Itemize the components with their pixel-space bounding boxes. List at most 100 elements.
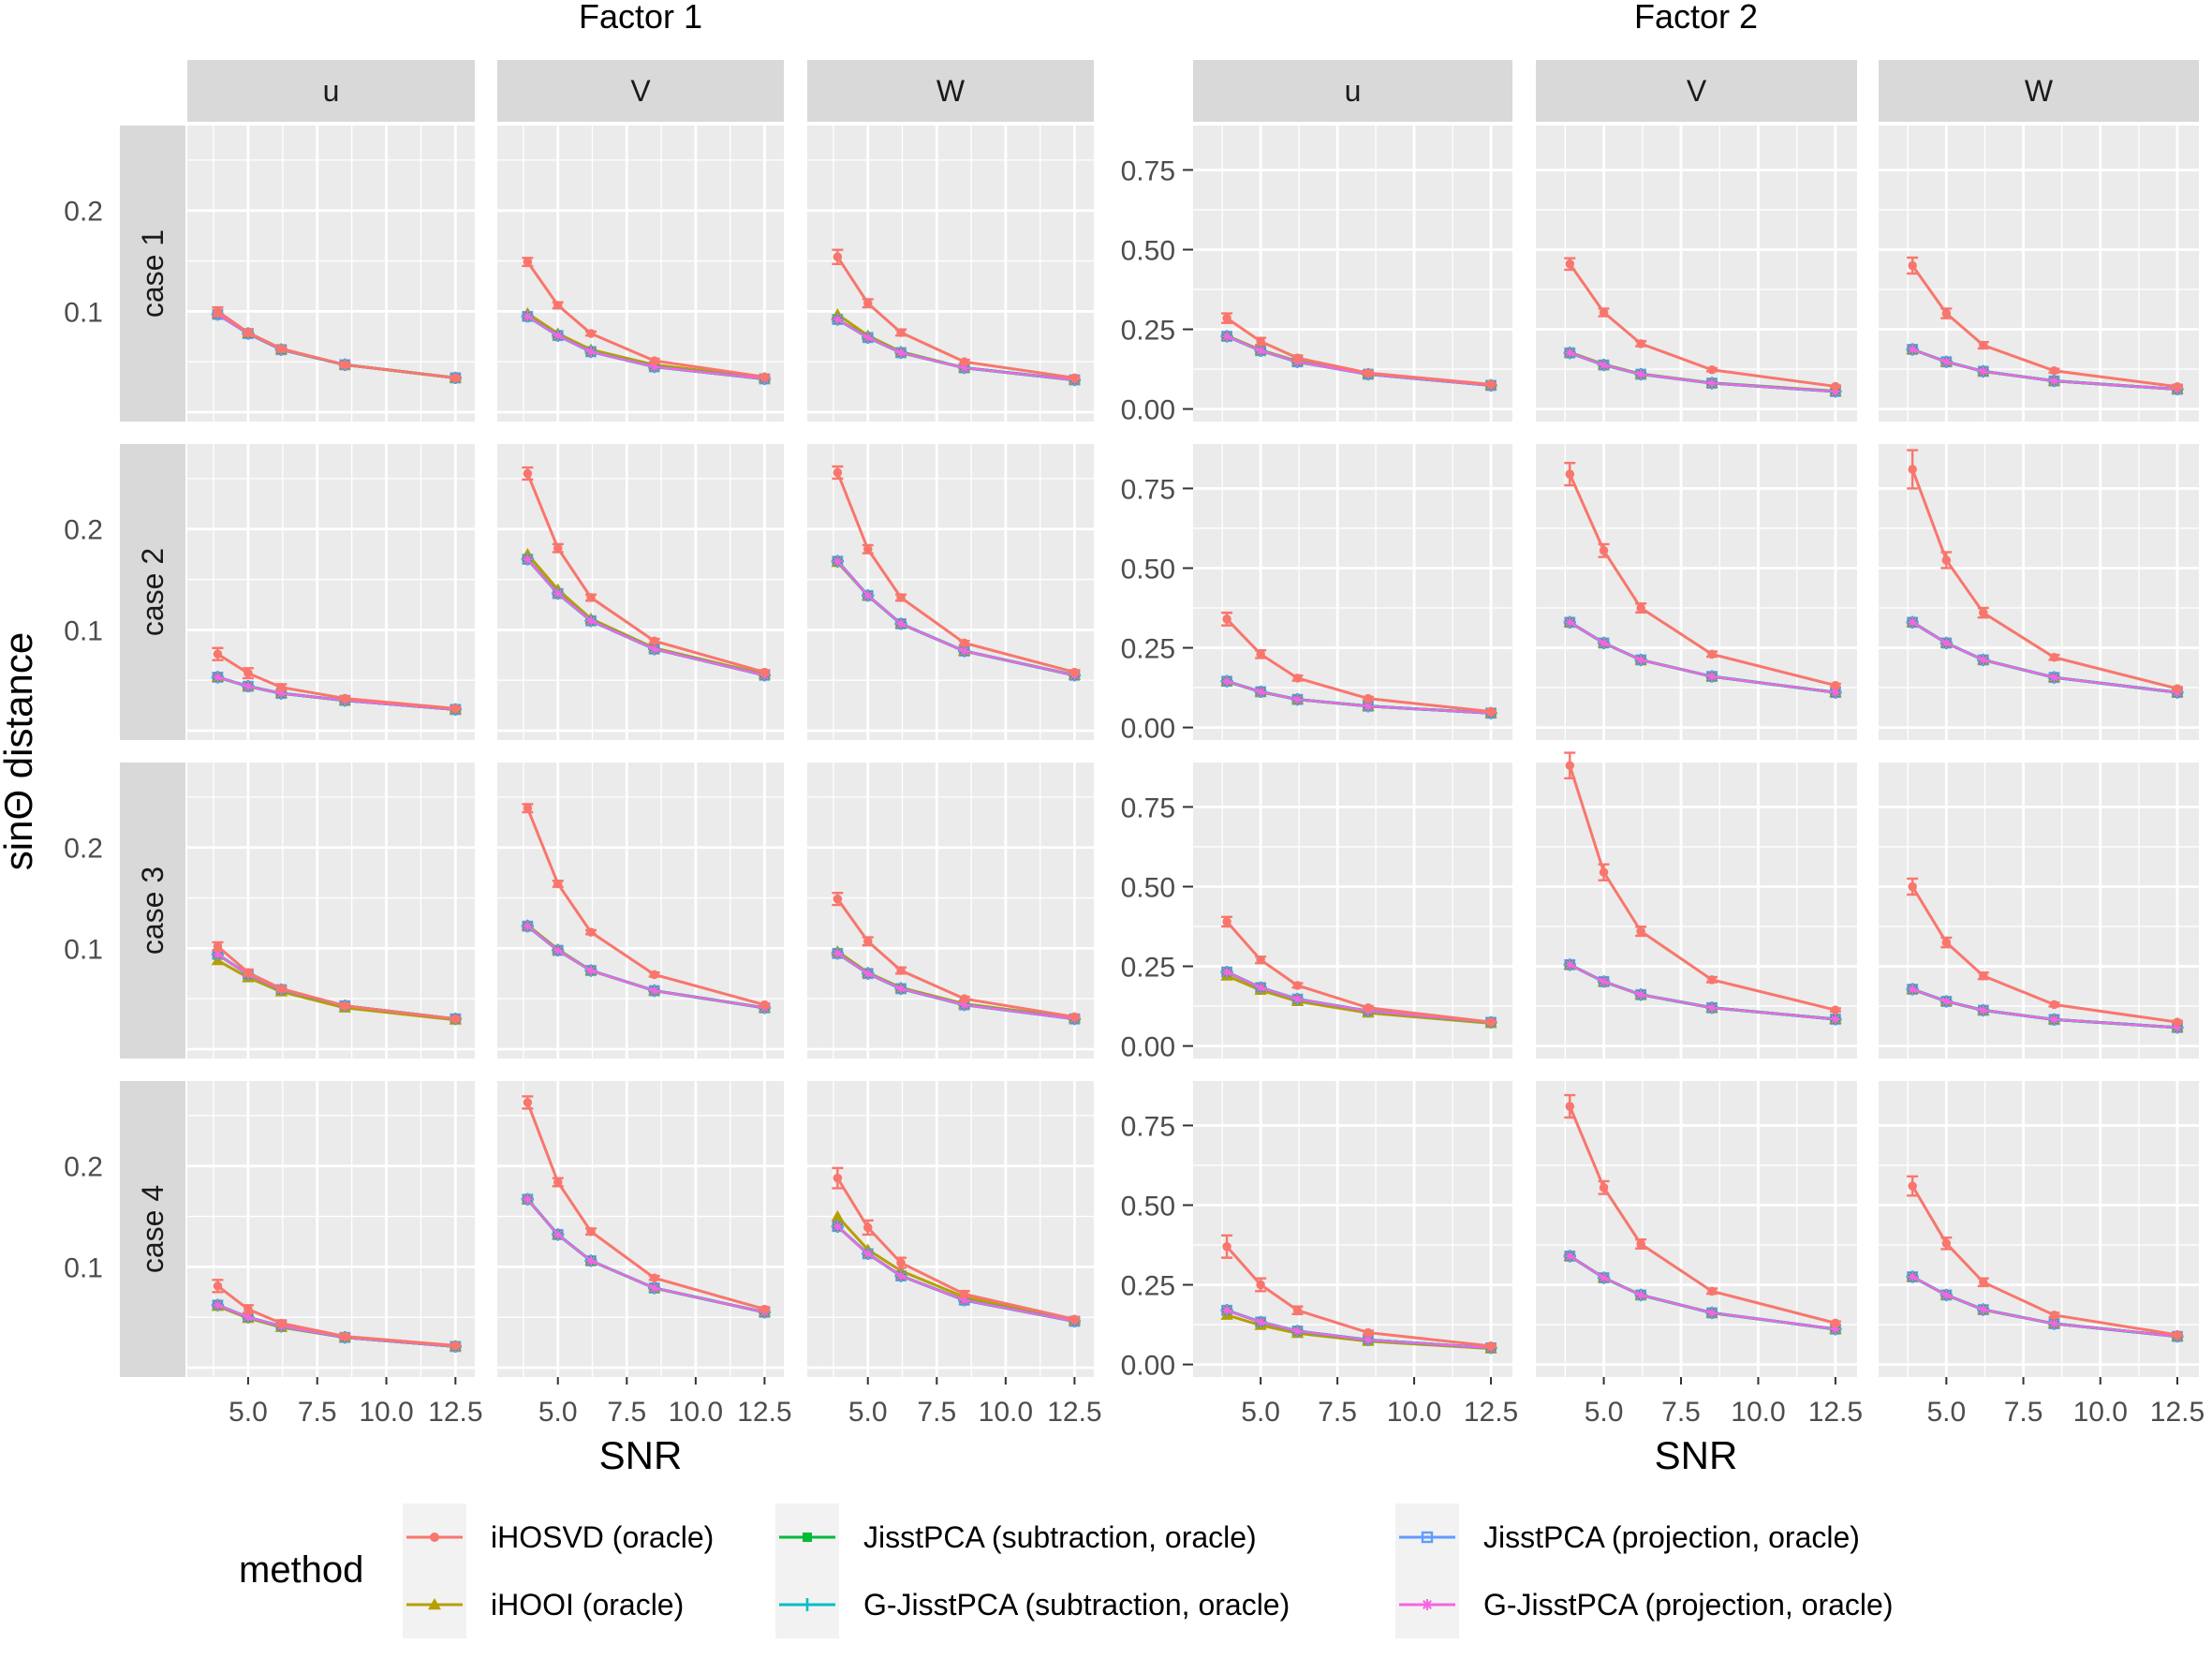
strip-background (120, 763, 185, 1059)
g-jisstpca-projection-top-point-shape (649, 644, 660, 655)
ihosvd-point (450, 704, 461, 714)
ihosvd-point (833, 1173, 843, 1183)
legend-key-marker-shape (1422, 1599, 1433, 1610)
chart-titles: Factor 1 Factor 2 SNR SNR sinΘ distance (0, 0, 1758, 1477)
g-jisstpca-projection-top-point (649, 644, 660, 655)
ihosvd-point-shape (1941, 308, 1952, 318)
ihosvd-point (276, 984, 287, 994)
g-jisstpca-projection-top-point (1564, 348, 1575, 359)
panel-background (187, 763, 475, 1059)
g-jisstpca-projection-top-point-shape (522, 311, 534, 322)
ihosvd-point-shape (1908, 260, 1917, 271)
x-tick-label: 7.5 (1318, 1397, 1357, 1428)
g-jisstpca-projection-top-point (959, 645, 970, 657)
series-group-19 (1563, 751, 1842, 1026)
ihosvd-point (1908, 1181, 1917, 1191)
g-jisstpca-projection-top-point (522, 554, 534, 565)
g-jisstpca-projection-top-point (649, 361, 660, 373)
ihosvd-point-shape (863, 544, 873, 555)
g-jisstpca-projection-top-point (1221, 675, 1232, 687)
ihosvd-point-shape (833, 1173, 843, 1183)
panel-background (1879, 126, 2199, 422)
ihosvd-point (1599, 546, 1609, 555)
series-group-1 (521, 257, 772, 386)
ihosvd-point-shape (1979, 608, 1988, 617)
g-jisstpca-projection-top-point (1830, 1324, 1841, 1335)
g-jisstpca-projection-top-point-shape (1255, 1316, 1266, 1328)
g-jisstpca-projection-top-point-shape (832, 948, 844, 959)
ihosvd-point-shape (213, 1281, 223, 1291)
g-jisstpca-projection-top-point (649, 1282, 660, 1294)
ihosvd-point-shape (1831, 381, 1840, 392)
strip-background (807, 60, 1094, 122)
g-jisstpca-projection-top-point (1940, 356, 1953, 367)
y-tick-label: 0.00 (1121, 1032, 1175, 1063)
ihosvd-point (649, 636, 659, 645)
g-jisstpca-projection-top-point (1221, 331, 1232, 342)
ihosvd-point (1292, 353, 1303, 363)
column-strip-0: u (187, 60, 475, 122)
g-jisstpca-projection-top-point-shape (1907, 344, 1918, 355)
y-tick-label: 0.75 (1121, 1111, 1175, 1142)
ihosvd-point-shape (340, 360, 350, 370)
x-axis-0: 5.0 7.5 10.0 12.5 (229, 1377, 483, 1428)
ihosvd-point (649, 356, 659, 365)
legend-item-5: G-JisstPCA (projection, oracle) (1395, 1571, 1893, 1638)
series-group-6 (211, 941, 462, 1026)
x-tick-label: 12.5 (737, 1397, 791, 1428)
ihosvd-point (1222, 313, 1231, 323)
g-jisstpca-projection-top-point (553, 1229, 564, 1240)
ihosvd-point (243, 668, 253, 678)
ihosvd-point-shape (896, 966, 906, 975)
ihosvd-point (2049, 366, 2059, 376)
x-tick-label: 12.5 (2150, 1397, 2205, 1428)
ihosvd-point (523, 257, 533, 267)
ihosvd-point (1707, 364, 1717, 375)
ihosvd-point-shape (1364, 1003, 1373, 1013)
y-tick-label: 0.25 (1121, 1271, 1175, 1302)
g-jisstpca-projection-top-point (585, 965, 597, 976)
y-tick-label: 0.1 (64, 934, 103, 965)
strip-label: u (1345, 74, 1362, 108)
g-jisstpca-projection-top-point-shape (1940, 1289, 1953, 1301)
g-jisstpca-projection-top-point (1255, 1316, 1266, 1328)
ihosvd-point (649, 970, 659, 980)
ihosvd-point-shape (1979, 970, 1988, 981)
ihosvd-point-shape (1256, 649, 1265, 659)
ihosvd-point (1069, 1012, 1080, 1022)
ihosvd-point (1222, 1241, 1231, 1252)
g-jisstpca-projection-top-point (1635, 989, 1646, 1000)
ihosvd-point (523, 1098, 533, 1107)
series-group-23 (1906, 1175, 2184, 1343)
ihosvd-point (1256, 336, 1265, 347)
g-jisstpca-projection-top-point-shape (1635, 1289, 1646, 1301)
x-tick-label: 5.0 (229, 1397, 268, 1428)
ihosvd-point-shape (1599, 546, 1609, 555)
ihosvd-point (1222, 615, 1231, 624)
g-jisstpca-projection-top-point (1291, 1326, 1304, 1337)
ihosvd-point-shape (1565, 259, 1575, 269)
strip-label: W (2025, 74, 2054, 108)
ihosvd-point-shape (1707, 649, 1717, 659)
ihosvd-point (1707, 649, 1717, 659)
g-jisstpca-projection-top-point-shape (832, 314, 844, 325)
g-jisstpca-projection-top-point (863, 1248, 874, 1260)
g-jisstpca-projection-top-point (522, 920, 534, 932)
legend-key-marker-shape (430, 1533, 439, 1542)
g-jisstpca-projection-top-point-shape (1978, 365, 1989, 378)
strip-label: V (630, 74, 651, 108)
ihosvd-point (2049, 1311, 2059, 1320)
g-jisstpca-projection-top-point (212, 949, 224, 960)
g-jisstpca-projection-top-point (832, 948, 844, 959)
ihosvd-point (863, 1222, 873, 1233)
ihosvd-point (2173, 1017, 2182, 1027)
g-jisstpca-projection-top-point-shape (522, 920, 534, 932)
ihosvd-point (2173, 684, 2182, 693)
g-jisstpca-projection-top-point-shape (1706, 378, 1718, 389)
g-jisstpca-projection-top-point (1830, 386, 1841, 397)
strip-label: u (323, 74, 340, 108)
ihosvd-point-shape (1707, 364, 1717, 375)
ihosvd-point (1364, 1003, 1373, 1013)
g-jisstpca-projection-top-point-shape (522, 554, 534, 565)
g-jisstpca-projection-top-point-shape (1635, 989, 1646, 1000)
